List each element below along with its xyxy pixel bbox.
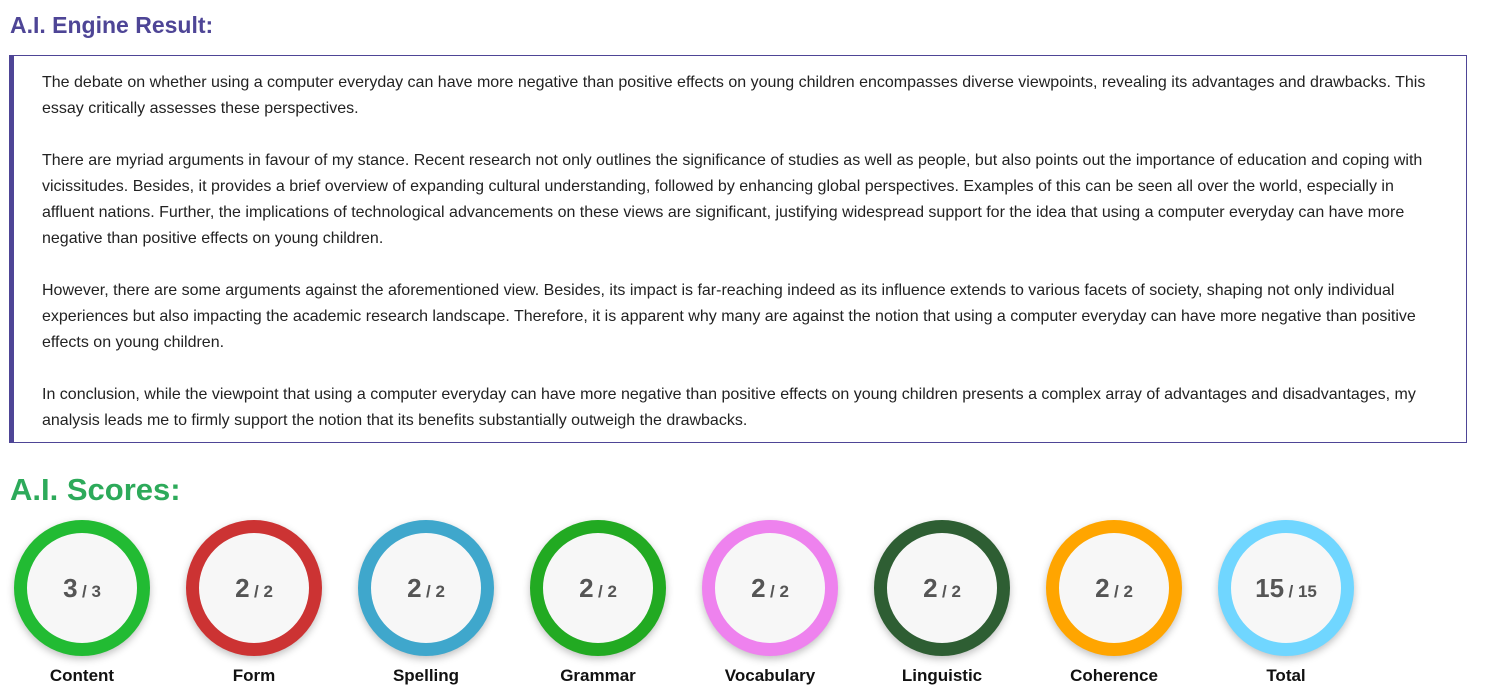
score-vocabulary: 2 / 2 Vocabulary bbox=[702, 520, 838, 686]
essay-box: The debate on whether using a computer e… bbox=[9, 55, 1467, 443]
score-label: Grammar bbox=[560, 666, 636, 685]
score-form: 2 / 2 Form bbox=[186, 520, 322, 686]
score-max: / 2 bbox=[770, 581, 789, 601]
score-label: Coherence bbox=[1070, 666, 1158, 685]
score-label: Form bbox=[232, 666, 276, 685]
score-ring: 3 / 3 bbox=[14, 520, 150, 656]
essay-paragraph: However, there are some arguments agains… bbox=[42, 282, 1416, 351]
score-label: Spelling bbox=[392, 666, 460, 685]
score-ring: 2 / 2 bbox=[1046, 520, 1182, 656]
essay-paragraph: In conclusion, while the viewpoint that … bbox=[42, 386, 1416, 429]
score-max: / 2 bbox=[254, 581, 273, 601]
score-ring: 15 / 15 bbox=[1218, 520, 1354, 656]
score-max: / 2 bbox=[426, 581, 445, 601]
score-coherence: 2 / 2 Coherence bbox=[1046, 520, 1182, 686]
score-ring: 2 / 2 bbox=[358, 520, 494, 656]
score-value: 2 bbox=[579, 572, 594, 603]
score-total: 15 / 15 Total bbox=[1218, 520, 1354, 686]
score-value: 15 bbox=[1255, 572, 1285, 603]
score-value: 2 bbox=[235, 572, 250, 603]
score-content: 3 / 3 Content bbox=[14, 520, 150, 686]
score-label: Linguistic bbox=[901, 666, 983, 685]
score-linguistic: 2 / 2 Linguistic bbox=[874, 520, 1010, 686]
score-max: / 3 bbox=[82, 581, 101, 601]
score-value: 2 bbox=[923, 572, 938, 603]
score-value: 2 bbox=[407, 572, 422, 603]
essay-paragraph: The debate on whether using a computer e… bbox=[42, 74, 1426, 117]
engine-result-heading: A.I. Engine Result: bbox=[10, 12, 214, 38]
score-value: 2 bbox=[751, 572, 766, 603]
score-ring: 2 / 2 bbox=[186, 520, 322, 656]
score-value: 2 bbox=[1095, 572, 1110, 603]
score-label: Vocabulary bbox=[724, 666, 816, 685]
score-ring: 2 / 2 bbox=[702, 520, 838, 656]
score-value: 3 bbox=[63, 572, 78, 603]
score-label: Total bbox=[1266, 666, 1306, 685]
scores-heading: A.I. Scores: bbox=[10, 472, 181, 507]
score-grammar: 2 / 2 Grammar bbox=[530, 520, 666, 686]
score-max: / 2 bbox=[598, 581, 617, 601]
score-spelling: 2 / 2 Spelling bbox=[358, 520, 494, 686]
score-ring: 2 / 2 bbox=[530, 520, 666, 656]
score-label: Content bbox=[49, 666, 115, 685]
score-ring: 2 / 2 bbox=[874, 520, 1010, 656]
score-max: / 2 bbox=[1114, 581, 1133, 601]
score-max: / 2 bbox=[942, 581, 961, 601]
essay-paragraph: There are myriad arguments in favour of … bbox=[42, 152, 1423, 247]
score-max: / 15 bbox=[1288, 581, 1317, 601]
